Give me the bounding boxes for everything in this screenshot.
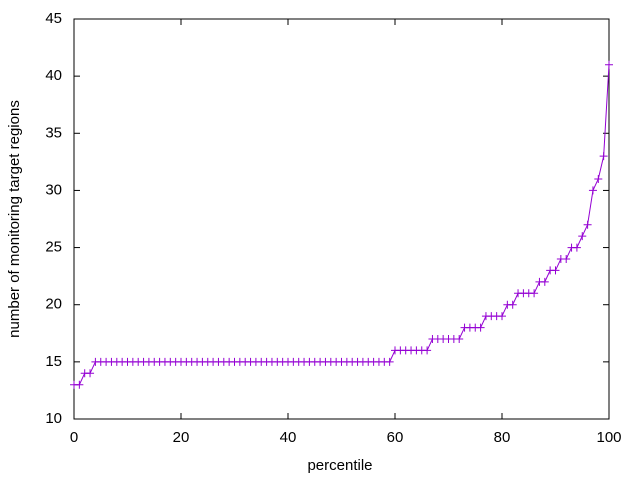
point-marker — [551, 266, 560, 275]
y-tick-label: 20 — [45, 296, 62, 313]
x-tick-label: 20 — [173, 429, 190, 446]
point-marker — [423, 346, 432, 355]
point-marker — [572, 243, 581, 252]
point-marker — [455, 335, 464, 343]
point-marker — [594, 175, 603, 183]
y-tick-label: 40 — [45, 67, 62, 84]
point-marker — [588, 186, 597, 195]
y-axis-label: number of monitoring target regions — [6, 100, 23, 338]
point-marker — [578, 232, 587, 241]
x-tick-label: 40 — [280, 429, 297, 446]
y-tick-label: 10 — [45, 410, 62, 427]
x-axis-label: percentile — [307, 457, 372, 474]
y-tick-label: 25 — [45, 239, 62, 256]
y-tick-label: 30 — [45, 181, 62, 198]
point-marker — [498, 312, 506, 321]
point-marker — [530, 289, 539, 298]
x-tick-label: 60 — [387, 429, 404, 446]
x-tick-label: 100 — [596, 429, 621, 446]
x-tick-label: 80 — [494, 429, 511, 446]
point-marker — [562, 255, 571, 263]
x-tick-label: 0 — [70, 429, 78, 446]
point-marker — [605, 60, 613, 69]
point-marker — [385, 357, 394, 366]
point-marker — [599, 152, 608, 161]
point-marker — [86, 369, 95, 378]
point-marker — [508, 300, 517, 309]
point-marker — [540, 277, 549, 286]
y-tick-label: 15 — [45, 353, 62, 370]
y-tick-label: 35 — [45, 124, 62, 141]
point-marker — [476, 323, 485, 332]
plot-border — [73, 18, 610, 420]
point-marker — [583, 220, 592, 229]
point-marker — [75, 380, 84, 389]
data-line — [74, 64, 610, 386]
y-tick-label: 45 — [45, 10, 62, 27]
